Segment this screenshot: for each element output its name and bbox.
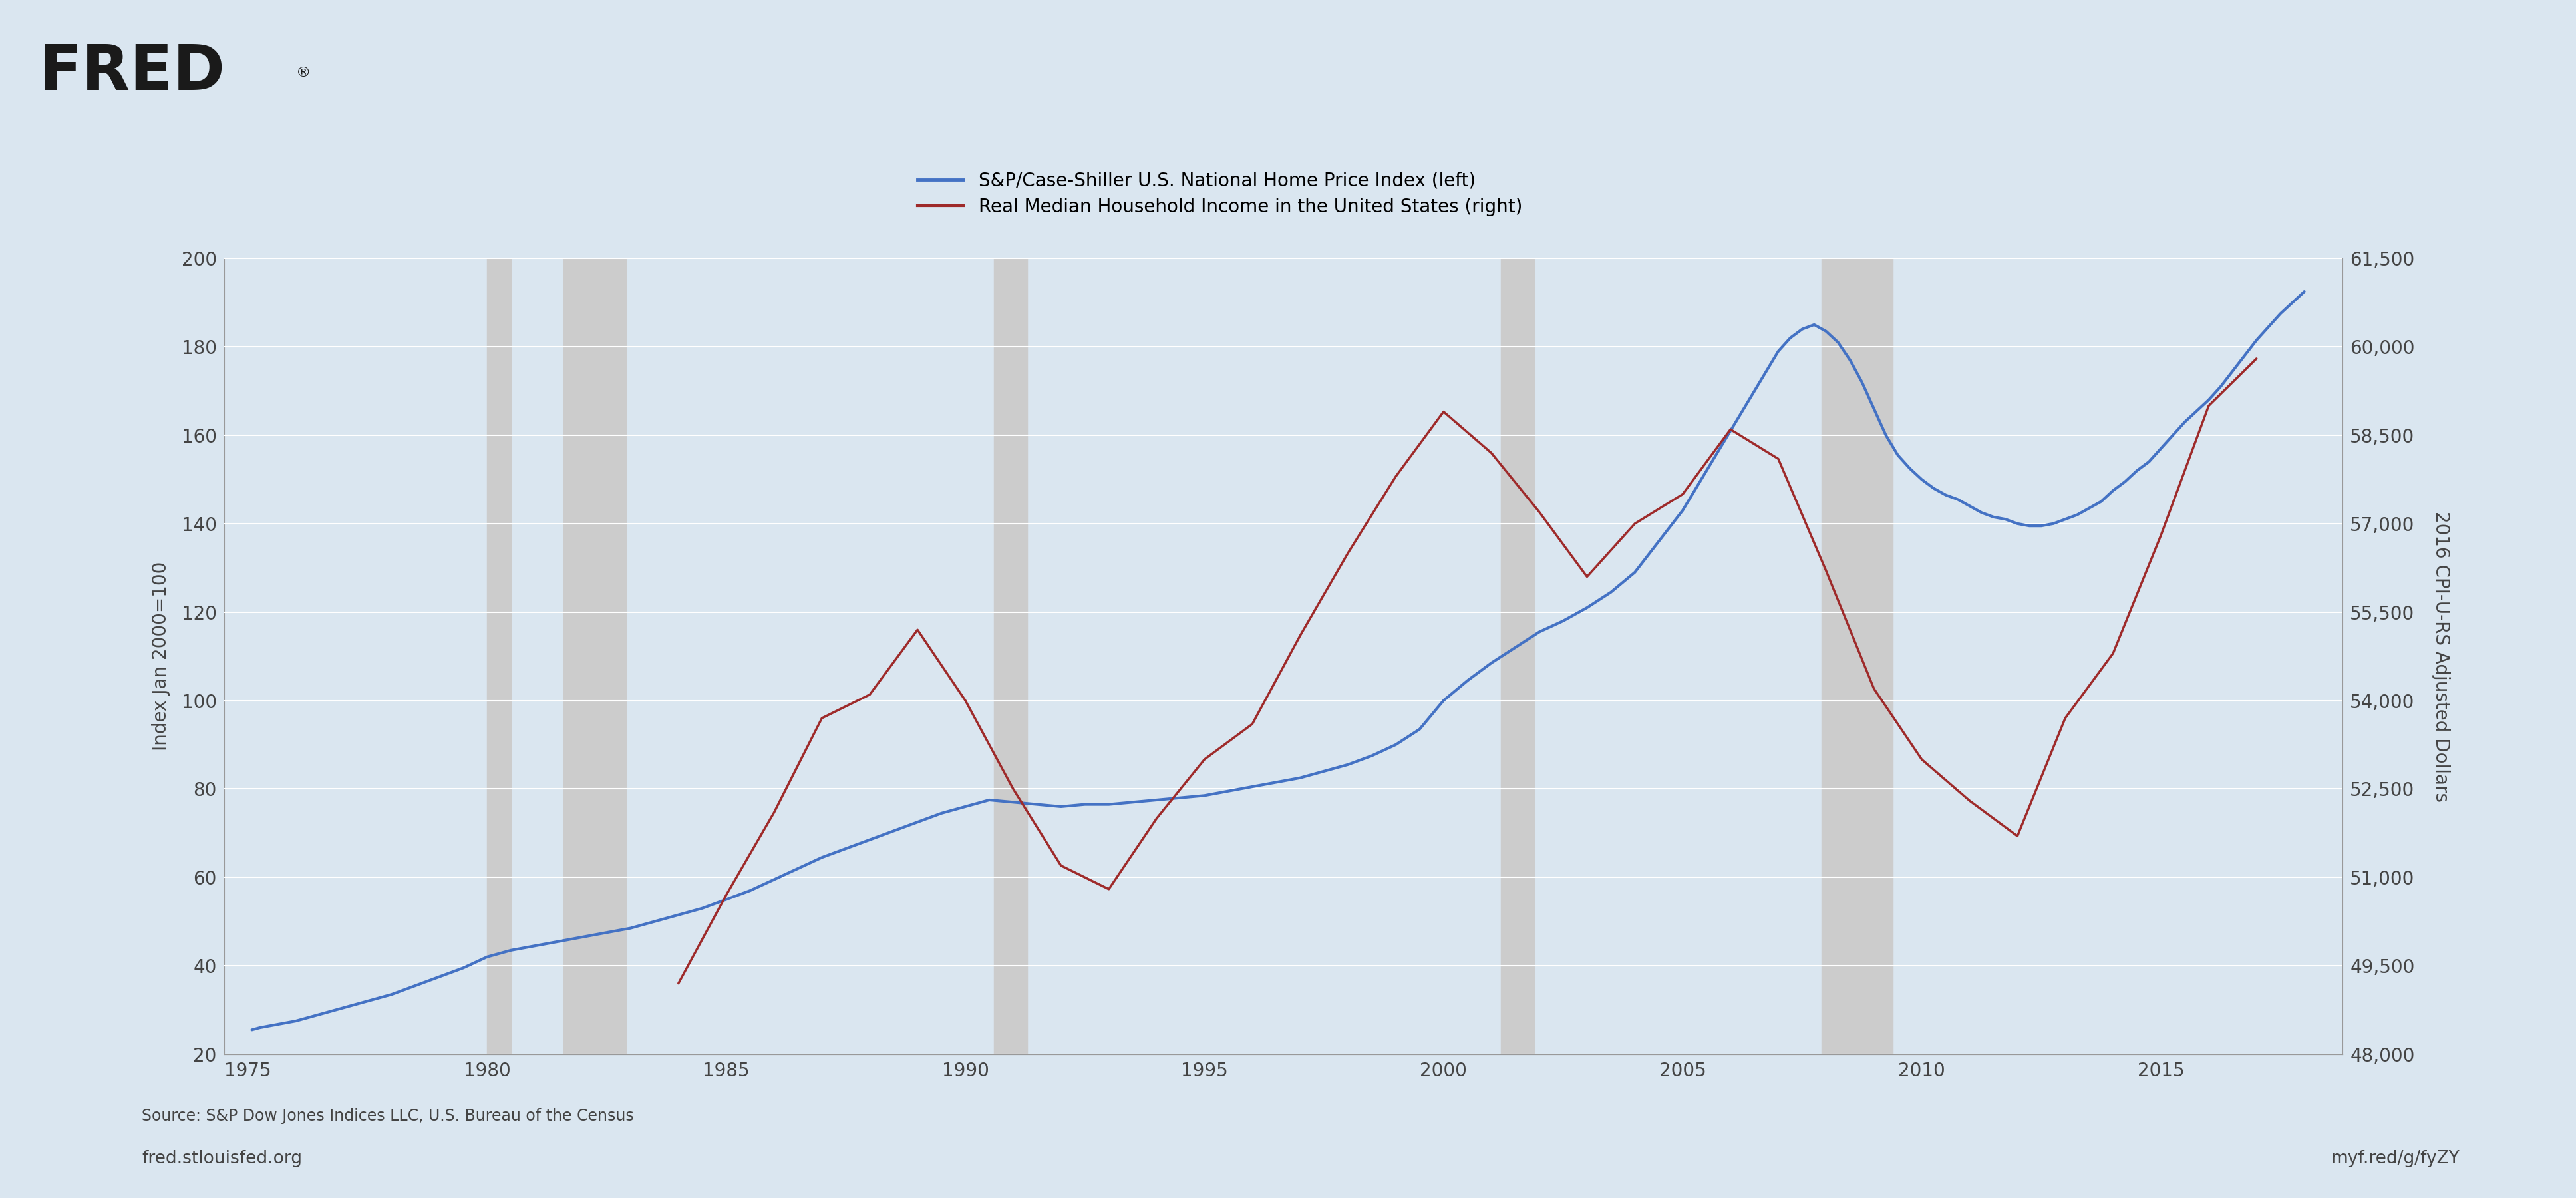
Bar [1821,259,1893,1054]
Bar [487,259,510,1054]
Text: FRED: FRED [39,42,224,103]
Legend: S&P/Case-Shiller U.S. National Home Price Index (left), Real Median Household In: S&P/Case-Shiller U.S. National Home Pric… [909,164,1530,224]
Bar [1502,259,1535,1054]
Y-axis label: 2016 CPI-U-RS Adjusted Dollars: 2016 CPI-U-RS Adjusted Dollars [2432,510,2450,801]
Text: myf.red/g/fyZY: myf.red/g/fyZY [2331,1150,2460,1167]
Bar [564,259,626,1054]
Text: ®: ® [296,66,312,79]
Bar [994,259,1028,1054]
Text: fred.stlouisfed.org: fred.stlouisfed.org [142,1150,301,1167]
Y-axis label: Index Jan 2000=100: Index Jan 2000=100 [152,562,170,751]
Text: Source: S&P Dow Jones Indices LLC, U.S. Bureau of the Census: Source: S&P Dow Jones Indices LLC, U.S. … [142,1108,634,1124]
